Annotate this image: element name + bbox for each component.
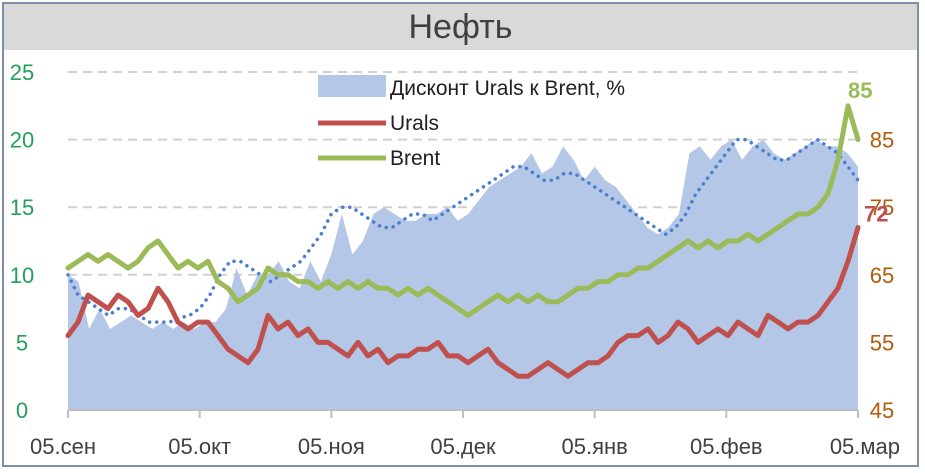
end-label-brent: 85 <box>848 78 872 103</box>
legend-swatch-discount <box>318 75 386 97</box>
y-right-tick-label: 45 <box>870 398 894 423</box>
discount-area-layer <box>68 139 858 410</box>
end-labels-layer: 85 72 <box>848 78 888 226</box>
legend: Дисконт Urals к Brent, % Urals Brent <box>318 75 625 170</box>
end-label-urals: 72 <box>864 201 888 226</box>
y-right-tick-label: 85 <box>870 128 894 153</box>
series-lines-layer <box>65 103 861 379</box>
chart-title: Нефть <box>408 7 513 46</box>
legend-label-brent: Brent <box>390 147 440 170</box>
urals-line <box>65 225 861 379</box>
y-right-tick-label: 55 <box>870 330 894 355</box>
x-tick-label: 05.фев <box>690 434 763 459</box>
y-left-tick-label: 20 <box>10 128 34 153</box>
legend-label-discount: Дисконт Urals к Brent, % <box>390 77 625 100</box>
y-right-tick-label: 65 <box>870 263 894 288</box>
x-tick-label: 05.мар <box>830 434 900 459</box>
y-right-tick-label: 75 <box>870 195 894 220</box>
x-tick-label: 05.сен <box>30 434 96 459</box>
x-tick-label: 05.окт <box>168 434 231 459</box>
y-left-tick-label: 15 <box>10 195 34 220</box>
y-left-tick-label: 0 <box>16 398 28 423</box>
chart-title-bar: Нефть <box>4 4 917 50</box>
x-tick-label: 05.ноя <box>298 434 365 459</box>
y-left-tick-label: 25 <box>10 60 34 85</box>
x-tick-label: 05.дек <box>430 434 496 459</box>
legend-label-urals: Urals <box>390 112 439 135</box>
x-tick-label: 05.янв <box>561 434 627 459</box>
discount-area <box>68 139 858 410</box>
y-left-tick-label: 10 <box>10 263 34 288</box>
y-left-tick-label: 5 <box>16 330 28 355</box>
brent-line <box>65 103 861 318</box>
axes-layer: 0 5 10 15 20 25 45 55 65 75 85 05.сен 05.окт 05.ноя 05… <box>10 60 900 459</box>
